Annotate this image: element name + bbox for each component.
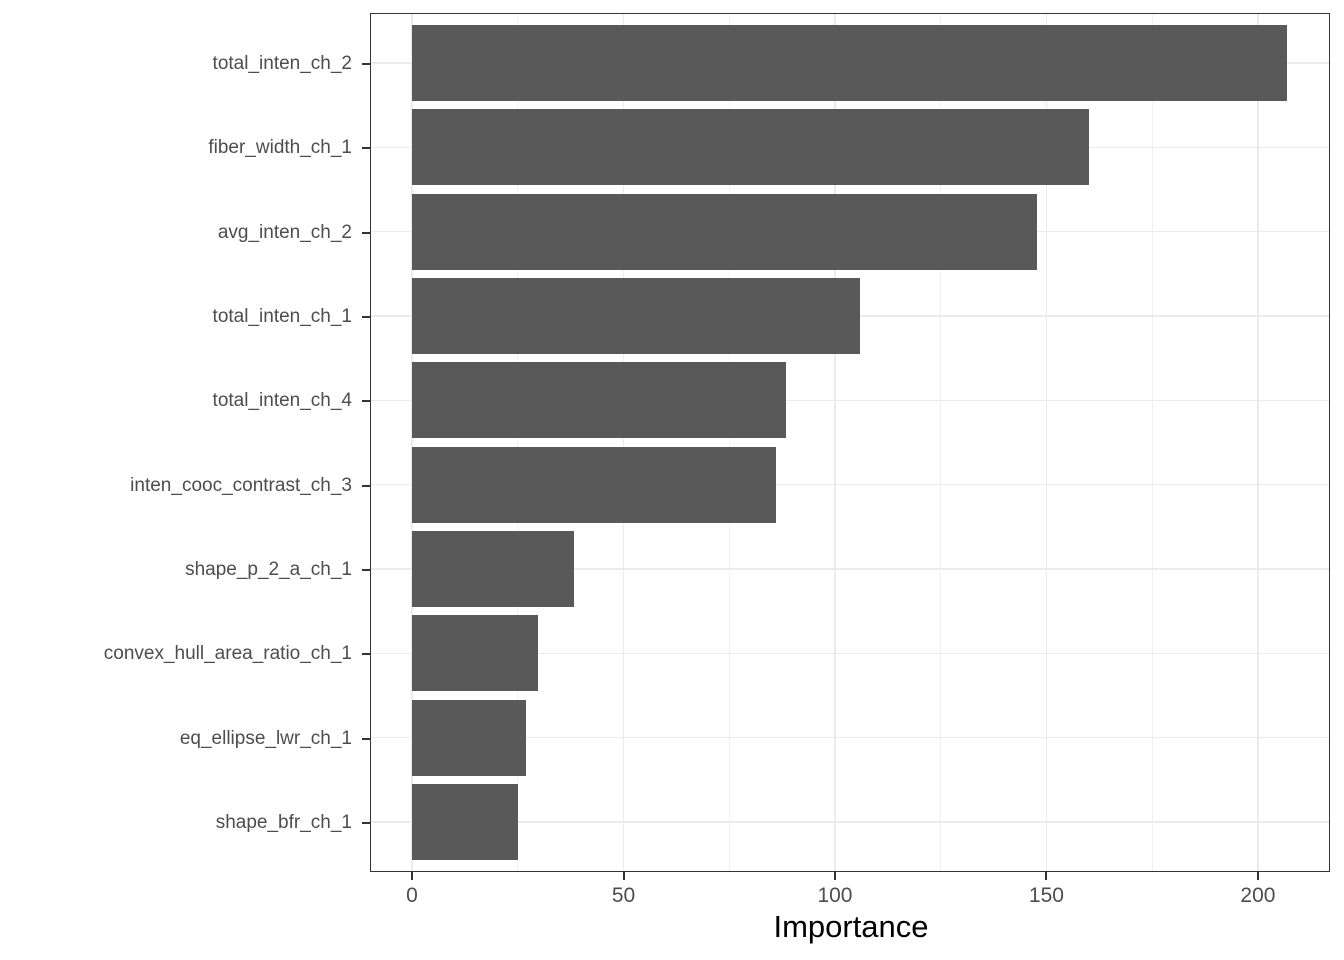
y-axis-label: convex_hull_area_ratio_ch_1 [103,643,352,665]
plot-panel [370,13,1330,872]
importance-bar [412,277,860,354]
importance-bar [412,446,776,523]
gridline-minor-vertical [940,14,942,871]
gridline-major-vertical [1257,14,1259,871]
importance-bar [412,193,1038,270]
importance-bar [412,699,527,776]
y-axis-label: total_inten_ch_4 [212,390,352,412]
y-tick-mark [362,821,371,824]
importance-bar [412,530,574,607]
gridline-minor-vertical [1151,14,1153,871]
y-axis-label: shape_bfr_ch_1 [215,811,352,833]
gridline-major-horizontal [371,483,1329,486]
y-tick-mark [362,653,371,656]
x-tick-mark [833,872,836,880]
gridline-major-vertical [622,14,625,871]
x-axis-tick-label: 100 [817,884,853,907]
importance-bar [412,783,518,860]
importance-bar [412,109,1089,186]
x-axis-title: Importance [773,909,929,944]
gridline-major-horizontal [371,736,1329,739]
gridline-major-horizontal [371,652,1329,655]
gridline-major-horizontal [371,568,1329,570]
x-tick-mark [1256,872,1259,880]
importance-bar [412,615,539,692]
y-tick-mark [362,400,371,403]
importance-bar [412,25,1287,101]
y-axis-label: avg_inten_ch_2 [217,221,352,243]
y-tick-mark [362,63,371,65]
gridline-major-vertical [1045,14,1048,871]
x-axis-tick-label: 50 [611,884,636,907]
gridline-major-vertical [834,14,836,871]
gridline-major-vertical [411,14,413,871]
gridline-major-horizontal [371,399,1329,402]
y-tick-mark [362,737,371,740]
y-axis-label: shape_p_2_a_ch_1 [185,558,352,580]
y-tick-mark [362,315,371,318]
y-axis-label: eq_ellipse_lwr_ch_1 [179,727,352,749]
importance-bar [412,362,787,439]
y-tick-mark [362,484,371,487]
x-tick-mark [622,872,625,880]
y-axis-label: fiber_width_ch_1 [208,137,352,159]
x-axis-tick-label: 200 [1240,884,1276,907]
x-axis-tick-label: 150 [1028,884,1064,907]
gridline-minor-vertical [728,14,730,871]
gridline-major-horizontal [371,821,1329,823]
y-axis-label: inten_cooc_contrast_ch_3 [130,474,352,496]
x-tick-mark [411,872,414,880]
y-tick-mark [362,231,371,234]
x-tick-mark [1045,872,1048,880]
gridline-minor-vertical [517,14,519,871]
y-tick-mark [362,568,371,571]
y-tick-mark [362,147,371,150]
y-axis-label: total_inten_ch_2 [212,53,352,74]
x-axis-tick-label: 0 [406,884,418,907]
y-axis-label: total_inten_ch_1 [212,305,352,327]
